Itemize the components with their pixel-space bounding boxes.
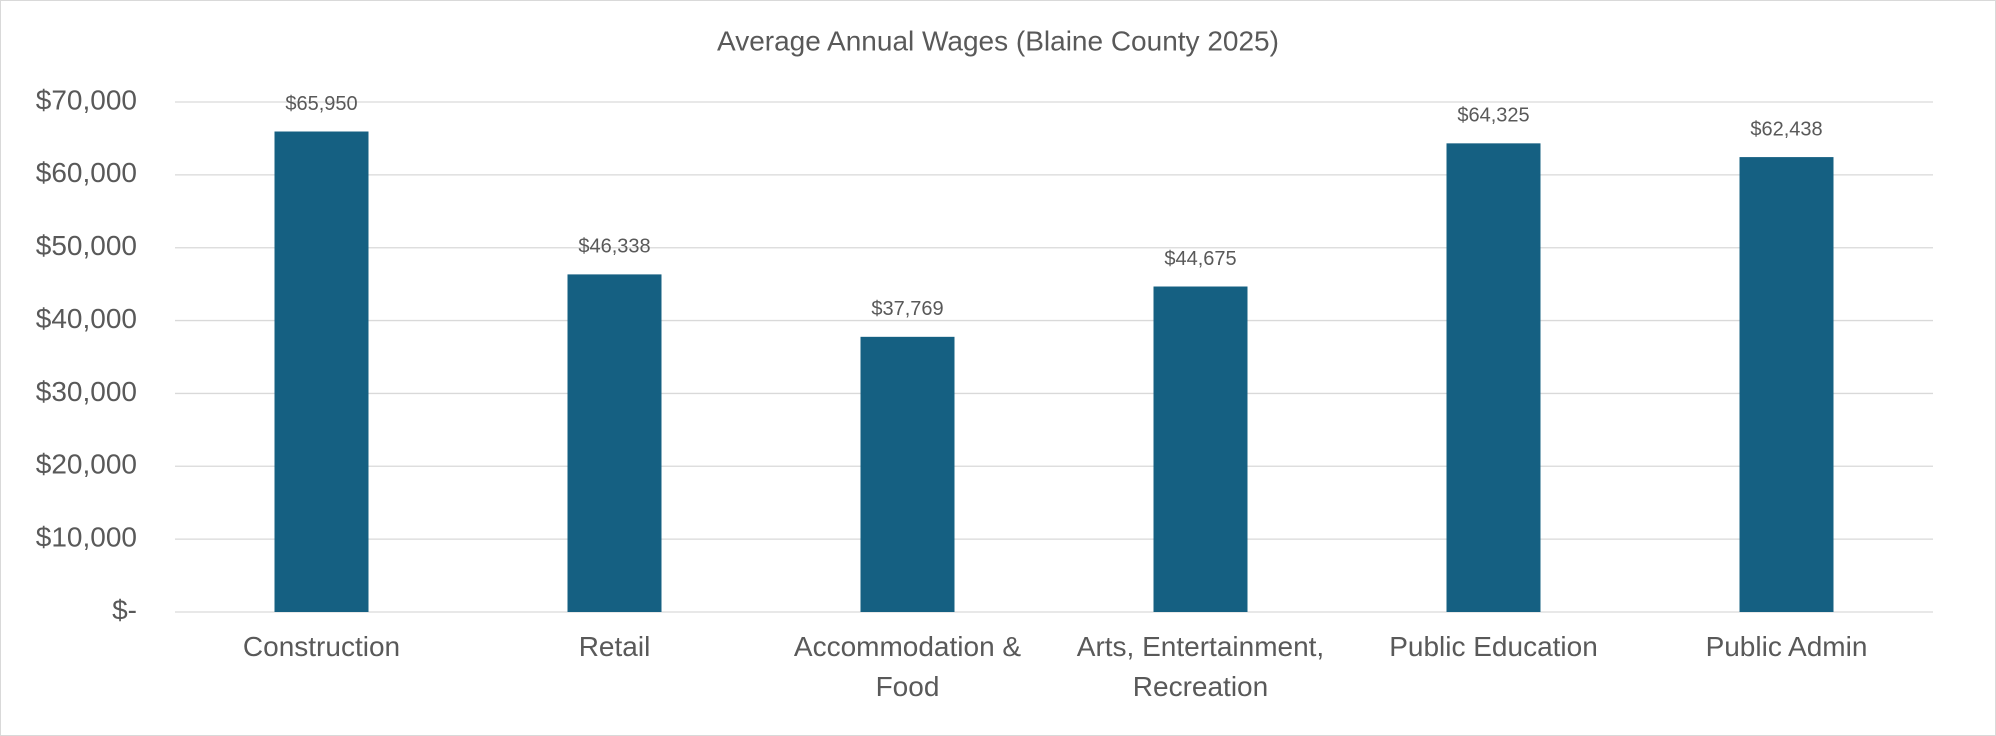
data-label: $44,675 (1164, 248, 1236, 270)
x-tick-label: Public Admin (1705, 631, 1868, 662)
x-tick-label: Arts, Entertainment, Recreation (1076, 631, 1325, 702)
bar (860, 336, 955, 612)
data-label: $62,438 (1750, 118, 1822, 140)
x-tick-label: Public Education (1389, 631, 1598, 662)
y-tick-label: $50,000 (36, 230, 137, 261)
x-tick-label: Accommodation & Food (793, 631, 1022, 702)
data-label: $64,325 (1457, 105, 1529, 127)
data-label: $46,338 (578, 236, 650, 258)
y-tick-label: $60,000 (36, 157, 137, 188)
y-tick-label: $20,000 (36, 449, 137, 480)
bar (567, 274, 662, 612)
y-tick-label: $30,000 (36, 376, 137, 407)
data-label: $37,769 (871, 298, 943, 320)
y-tick-label: $70,000 (36, 84, 137, 115)
x-tick-label: Construction (242, 631, 401, 662)
bar (1153, 286, 1248, 612)
bar (274, 131, 369, 612)
chart-title: Average Annual Wages (Blaine County 2025… (717, 25, 1279, 56)
y-tick-label: $10,000 (36, 522, 137, 553)
x-tick-label: Retail (578, 631, 651, 662)
bar (1739, 157, 1834, 612)
data-label: $65,950 (285, 93, 357, 115)
bar (1446, 143, 1541, 612)
y-tick-label: $- (112, 594, 137, 625)
y-tick-label: $40,000 (36, 303, 137, 334)
